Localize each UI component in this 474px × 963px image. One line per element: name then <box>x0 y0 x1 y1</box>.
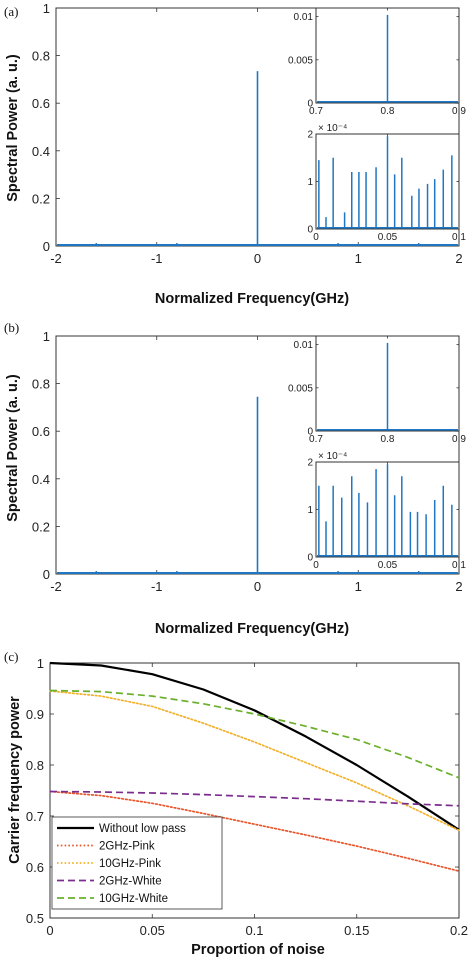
x-axis-label-b: Normalized Frequency(GHz) <box>155 621 349 637</box>
legend-label-3: 10GHz-Pink <box>99 858 161 870</box>
panel-a-y-tick-label: 0 <box>43 239 50 254</box>
panel-a-inset-2-y-tick-label: 1 <box>307 177 313 188</box>
panel-a-inset-2-x-tick-label: 0 <box>313 232 319 243</box>
y-axis-label-a: Spectral Power (a. u.) <box>5 54 21 202</box>
panel-a-inset-2-x-tick-label: 0.1 <box>452 232 466 243</box>
panel-a-inset-1-x-tick-label: 0.9 <box>452 106 466 117</box>
panel-c-y-tick-label: 0.5 <box>26 911 44 926</box>
panel-b: (b) Spectral Power (a. u.) Normalized Fr… <box>4 320 466 637</box>
panel-b-inset-2-y-tick-label: 0 <box>307 553 313 564</box>
panel-b-x-tick-label: 1 <box>355 579 362 594</box>
panel-c-y-tick-label: 0.8 <box>26 758 44 773</box>
panel-a-y-tick-label: 0.4 <box>32 144 50 159</box>
panel-b-y-tick-label: 0.2 <box>32 519 50 534</box>
panel-b-inset-2-y-tick-label: 2 <box>307 458 313 469</box>
panel-b-inset-1-frame <box>315 335 460 432</box>
legend-label-1: Without low pass <box>99 823 186 835</box>
panel-c-x-tick-label: 0 <box>46 923 53 938</box>
panel-c: (c) Carrier frequency power Proportion o… <box>4 649 468 958</box>
panel-a-x-tick-label: -2 <box>50 251 62 266</box>
series-line-3 <box>49 690 460 832</box>
panel-b-y-tick-label: 0.4 <box>32 472 50 487</box>
panel-label-b: (b) <box>4 320 19 335</box>
panel-b-inset-1-y-tick-label: 0.005 <box>288 383 313 394</box>
panel-c-x-tick-label: 0.2 <box>450 923 468 938</box>
panel-b-inset-1-x-tick-label: 0.9 <box>452 434 466 445</box>
panel-b-inset-2-exponent-label: × 10⁻⁴ <box>318 451 347 462</box>
panel-a-y-tick-label: 0.8 <box>32 49 50 64</box>
panel-a-inset-2-x-tick-label: 0.05 <box>378 232 398 243</box>
panel-c-y-tick-label: 0.9 <box>26 707 44 722</box>
panel-b-x-tick-label: -2 <box>50 579 62 594</box>
panel-a-x-tick-label: 0 <box>254 251 261 266</box>
panel-c-x-tick-label: 0.1 <box>245 923 263 938</box>
panel-b-inset-1-y-tick-label: 0 <box>307 427 313 438</box>
panel-a-x-tick-label: -1 <box>151 251 163 266</box>
panel-a-y-tick-label: 0.2 <box>32 191 50 206</box>
panel-b-inset-2-frame <box>315 461 460 558</box>
legend-label-2: 2GHz-Pink <box>99 841 155 853</box>
panel-a-x-tick-label: 1 <box>355 251 362 266</box>
panel-a-inset-2-exponent-label: × 10⁻⁴ <box>318 123 347 134</box>
panel-b-inset-1-x-tick-label: 0.8 <box>381 434 395 445</box>
panel-a-y-tick-label: 0.6 <box>32 96 50 111</box>
panel-b-x-tick-label: -1 <box>151 579 163 594</box>
panel-b-y-tick-label: 1 <box>43 329 50 344</box>
legend: Without low pass 2GHz-Pink 10GHz-Pink 2GHz-… <box>51 816 223 910</box>
panel-a-y-tick-label: 1 <box>43 1 50 16</box>
panel-a-inset-2-y-tick-label: 0 <box>307 225 313 236</box>
y-axis-label-b: Spectral Power (a. u.) <box>5 374 21 522</box>
panel-b-x-tick-label: 2 <box>455 579 462 594</box>
panel-c-frame <box>49 662 460 919</box>
panel-b-x-tick-label: 0 <box>254 579 261 594</box>
panel-label-c: (c) <box>4 649 18 664</box>
x-axis-label-a: Normalized Frequency(GHz) <box>155 291 349 307</box>
panel-b-y-tick-label: 0.8 <box>32 377 50 392</box>
panel-b-inset-2-x-tick-label: 0.05 <box>378 560 398 571</box>
series-line-2 <box>49 790 460 872</box>
panel-a-x-tick-label: 2 <box>455 251 462 266</box>
series-line-1 <box>49 661 460 831</box>
panel-c-y-tick-label: 0.6 <box>26 860 44 875</box>
y-axis-label-c: Carrier frequency power <box>7 696 23 864</box>
panel-a-inset-1-y-tick-label: 0.01 <box>294 12 314 23</box>
panel-a-inset-1-frame <box>315 7 460 104</box>
panel-a-inset-1-x-tick-label: 0.7 <box>309 106 323 117</box>
panel-b-inset-1-y-tick-label: 0.01 <box>294 340 314 351</box>
panel-label-a: (a) <box>4 4 18 19</box>
panel-c-y-tick-label: 0.7 <box>26 809 44 824</box>
series-line-4 <box>49 790 460 807</box>
panel-c-x-tick-label: 0.15 <box>344 923 369 938</box>
panel-a-inset-2-y-tick-label: 2 <box>307 130 313 141</box>
panel-b-y-tick-label: 0.6 <box>32 424 50 439</box>
panel-a: (a) Spectral Power (a. u.) Normalized Fr… <box>4 1 466 307</box>
panel-b-inset-2-x-tick-label: 0.1 <box>452 560 466 571</box>
panel-c-y-tick-label: 1 <box>37 656 44 671</box>
panel-a-inset-2-frame <box>315 133 460 230</box>
panel-a-inset-1-x-tick-label: 0.8 <box>381 106 395 117</box>
panel-b-inset-1-x-tick-label: 0.7 <box>309 434 323 445</box>
legend-label-5: 10GHz-White <box>99 893 168 905</box>
panel-c-x-tick-label: 0.05 <box>140 923 165 938</box>
panel-a-inset-1-y-tick-label: 0.005 <box>288 55 313 66</box>
panel-b-y-tick-label: 0 <box>43 567 50 582</box>
series-line-5 <box>49 689 460 779</box>
legend-label-4: 2GHz-White <box>99 876 162 888</box>
panel-a-inset-1-y-tick-label: 0 <box>307 99 313 110</box>
x-axis-label-c: Proportion of noise <box>191 942 325 958</box>
panel-b-inset-2-x-tick-label: 0 <box>313 560 319 571</box>
panel-b-inset-2-y-tick-label: 1 <box>307 505 313 516</box>
